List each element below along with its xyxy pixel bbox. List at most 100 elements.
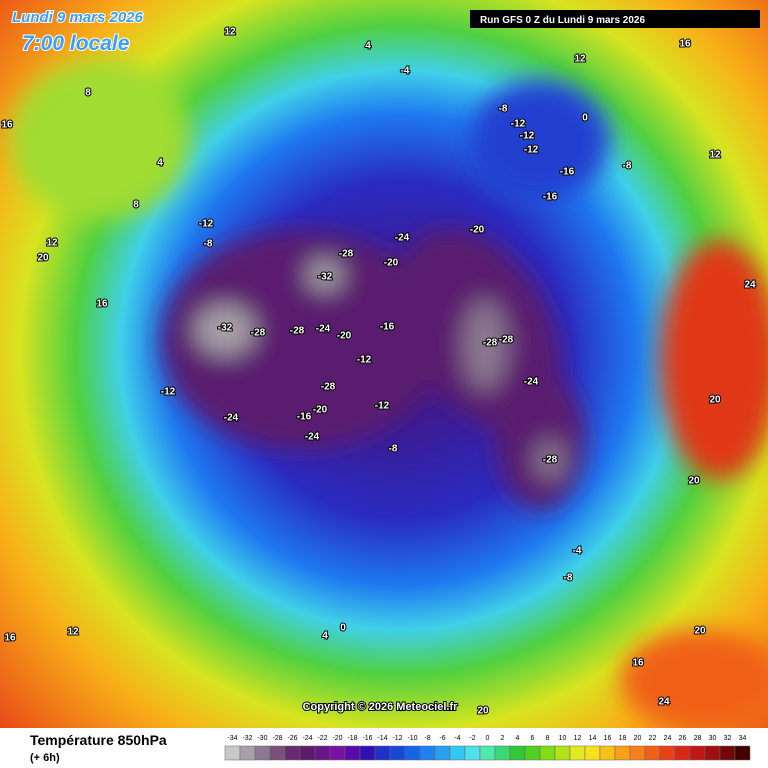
scale-cell [554, 745, 571, 761]
forecast-date: Lundi 9 mars 2026 [12, 9, 144, 26]
scale-cell [644, 745, 661, 761]
contour-label: 8 [133, 200, 139, 211]
scale-label: -16 [362, 735, 372, 742]
contour-label: -8 [564, 573, 573, 584]
scale-label: 10 [559, 735, 567, 742]
contour-label: -12 [357, 355, 372, 366]
contour-label: -12 [375, 401, 390, 412]
scale-cell [329, 745, 346, 761]
contour-label: -12 [161, 387, 176, 398]
contour-label: 16 [4, 633, 16, 644]
scale-cell [599, 745, 616, 761]
contour-label: -20 [470, 225, 485, 236]
contour-label: 24 [744, 280, 756, 291]
contour-label: -4 [401, 66, 410, 77]
contour-label: -16 [380, 322, 395, 333]
contour-label: -12 [511, 119, 526, 130]
contour-label: -28 [290, 326, 305, 337]
contour-label: 12 [67, 627, 79, 638]
lead-time: (+ 6h) [30, 752, 60, 764]
scale-label: -26 [287, 735, 297, 742]
contour-label: 12 [574, 54, 586, 65]
scale-label: 28 [694, 735, 702, 742]
temperature-field [10, 60, 768, 730]
scale-label: 14 [589, 735, 597, 742]
contour-label: 4 [157, 158, 163, 169]
scale-label: -4 [454, 735, 460, 742]
scale-cell [299, 745, 316, 761]
contour-label: -24 [524, 377, 539, 388]
scale-label: -2 [469, 735, 475, 742]
contour-label: 20 [694, 626, 706, 637]
scale-label: 8 [546, 735, 550, 742]
scale-cell [509, 745, 526, 761]
contour-label: -12 [520, 131, 535, 142]
contour-label: 16 [679, 39, 691, 50]
scale-cell [374, 745, 391, 761]
contour-label: -24 [305, 432, 320, 443]
scale-cell [344, 745, 361, 761]
contour-label: 24 [658, 697, 670, 708]
contour-label: -8 [623, 161, 632, 172]
contour-label: -28 [499, 335, 514, 346]
scale-label: 26 [679, 735, 687, 742]
scale-cell [719, 745, 736, 761]
scale-label: -6 [439, 735, 445, 742]
scale-cell [434, 745, 451, 761]
copyright: Copyright © 2026 Meteociel.fr [303, 701, 459, 713]
contour-label: -16 [297, 412, 312, 423]
contour-label: 20 [688, 476, 700, 487]
contour-label: -12 [524, 145, 539, 156]
scale-cell [284, 745, 301, 761]
contour-label: -12 [199, 219, 214, 230]
contour-label: -32 [318, 272, 333, 283]
scale-cell [569, 745, 586, 761]
scale-cell [674, 745, 691, 761]
run-box [470, 10, 760, 28]
scale-cell [584, 745, 601, 761]
contour-label: 12 [224, 27, 236, 38]
legend-title: Température 850hPa [30, 732, 167, 748]
scale-label: -24 [302, 735, 312, 742]
scale-cell [269, 745, 286, 761]
scale-label: 22 [649, 735, 657, 742]
contour-label: -20 [384, 258, 399, 269]
contour-label: -24 [316, 324, 331, 335]
scale-label: 20 [634, 735, 642, 742]
scale-label: -34 [227, 735, 237, 742]
scale-label: -32 [242, 735, 252, 742]
scale-cell [314, 745, 331, 761]
contour-label: 4 [322, 631, 328, 642]
scale-label: -8 [424, 735, 430, 742]
scale-cell [464, 745, 481, 761]
scale-label: 0 [486, 735, 490, 742]
scale-label: -14 [377, 735, 387, 742]
scale-label: 18 [619, 735, 627, 742]
scale-cell [404, 745, 421, 761]
scale-label: 4 [516, 735, 520, 742]
contour-label: -28 [321, 382, 336, 393]
contour-label: 0 [340, 623, 346, 634]
scale-label: -20 [332, 735, 342, 742]
contour-label: -28 [483, 338, 498, 349]
scale-label: 2 [501, 735, 505, 742]
contour-label: -20 [337, 331, 352, 342]
contour-label: 16 [632, 658, 644, 669]
scale-cell [704, 745, 721, 761]
contour-label: -28 [543, 455, 558, 466]
contour-label: 20 [477, 706, 489, 717]
scale-label: -12 [392, 735, 402, 742]
scale-cell [389, 745, 406, 761]
scale-cell [614, 745, 631, 761]
contour-label: -16 [543, 192, 558, 203]
scale-cell [224, 745, 241, 761]
contour-label: 20 [37, 253, 49, 264]
contour-label: -16 [560, 167, 575, 178]
contour-label: 16 [96, 299, 108, 310]
scale-cell [359, 745, 376, 761]
scale-label: 30 [709, 735, 717, 742]
scale-cell [689, 745, 706, 761]
scale-label: -30 [257, 735, 267, 742]
contour-label: -24 [224, 413, 239, 424]
